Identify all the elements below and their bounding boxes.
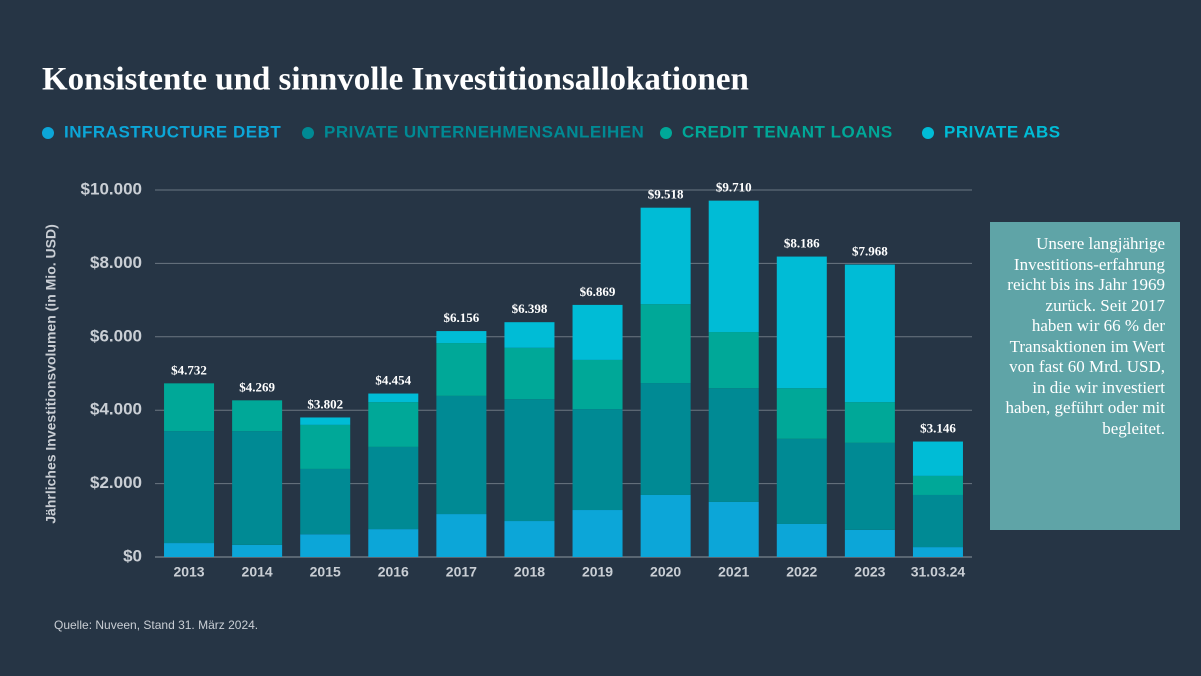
legend-label: PRIVATE ABS: [944, 122, 1061, 141]
bar-segment: [912, 547, 963, 557]
total-label: $3.802: [307, 396, 343, 411]
total-label: $3.146: [920, 421, 956, 436]
bar-segment: [640, 383, 691, 495]
x-tick-label: 2014: [242, 564, 273, 580]
legend-label: PRIVATE UNTERNEHMENSANLEIHEN: [324, 122, 644, 141]
x-tick-label: 2016: [378, 564, 409, 580]
bar-segment: [504, 521, 555, 557]
total-label: $8.186: [784, 236, 820, 251]
y-axis-label: Jährliches Investitionsvolumen (in Mio. …: [43, 224, 59, 524]
y-tick-label: $0: [123, 546, 142, 565]
legend-marker: [42, 127, 54, 139]
legend-marker: [922, 127, 934, 139]
bar-segment: [368, 402, 419, 447]
total-label: $4.269: [239, 379, 275, 394]
bar-segment: [708, 200, 759, 333]
source: Quelle: Nuveen, Stand 31. März 2024.: [54, 618, 258, 632]
bar-segment: [504, 322, 555, 348]
bar-segment: [300, 534, 351, 557]
bar-segment: [640, 207, 691, 305]
total-label: $9.710: [716, 180, 752, 195]
bar-segment: [300, 468, 351, 535]
x-tick-label: 2022: [786, 564, 817, 580]
bar-segment: [436, 395, 487, 515]
total-label: $7.968: [852, 244, 888, 259]
total-label: $6.156: [444, 310, 480, 325]
x-tick-label: 2019: [582, 564, 613, 580]
bar-segment: [912, 475, 963, 495]
bar-segment: [436, 331, 487, 344]
bar-segment: [640, 494, 691, 557]
bar-segment: [912, 441, 963, 476]
total-label: $9.518: [648, 187, 684, 202]
bar-segment: [844, 529, 895, 557]
x-tick-label: 2013: [173, 564, 204, 580]
legend-marker: [302, 127, 314, 139]
bar-segment: [232, 400, 283, 432]
legend-marker: [660, 127, 672, 139]
x-tick-label: 2020: [650, 564, 681, 580]
y-tick-label: $8.000: [90, 253, 142, 272]
bar-segment: [436, 343, 487, 396]
total-label: $6.398: [512, 301, 548, 316]
y-tick-label: $10.000: [81, 179, 142, 198]
bar-segment: [300, 424, 351, 469]
bar-segment: [232, 544, 283, 557]
bar-segment: [776, 438, 827, 524]
bar-segment: [912, 494, 963, 548]
bar-segment: [572, 304, 623, 360]
bar-segment: [708, 332, 759, 389]
bar-segment: [504, 399, 555, 522]
x-tick-label: 2015: [310, 564, 341, 580]
total-label: $4.732: [171, 362, 207, 377]
bar-segment: [640, 304, 691, 384]
bar-segment: [300, 417, 351, 425]
y-tick-label: $2.000: [90, 473, 142, 492]
bar-segment: [844, 442, 895, 530]
bar-segment: [436, 514, 487, 557]
chart-title: Konsistente und sinnvolle Investitionsal…: [42, 62, 749, 98]
bar-segment: [572, 359, 623, 410]
x-tick-label: 31.03.24: [911, 564, 966, 580]
legend-label: CREDIT TENANT LOANS: [682, 122, 893, 141]
bar-segment: [844, 402, 895, 443]
bar-segment: [232, 431, 283, 545]
note-box: Unsere langjährige Investitions-erfahrun…: [990, 222, 1180, 530]
bar-segment: [504, 347, 555, 400]
bar-segment: [776, 388, 827, 439]
bar-segment: [164, 383, 215, 432]
bar-segment: [776, 256, 827, 389]
bar-segment: [164, 543, 215, 557]
total-label: $6.869: [580, 284, 616, 299]
legend-label: INFRASTRUCTURE DEBT: [64, 122, 281, 141]
y-tick-label: $6.000: [90, 326, 142, 345]
bar-segment: [368, 446, 419, 530]
bar-segment: [572, 510, 623, 557]
x-tick-label: 2021: [718, 564, 749, 580]
x-tick-label: 2018: [514, 564, 545, 580]
bar-segment: [368, 393, 419, 403]
bar-segment: [708, 388, 759, 502]
bar-segment: [164, 431, 215, 544]
bar-segment: [368, 529, 419, 557]
x-tick-label: 2017: [446, 564, 477, 580]
x-tick-label: 2023: [854, 564, 885, 580]
total-label: $4.454: [375, 373, 411, 388]
bar-segment: [776, 523, 827, 557]
bar-segment: [844, 264, 895, 403]
bar-segment: [572, 409, 623, 511]
y-tick-label: $4.000: [90, 400, 142, 419]
bar-segment: [708, 501, 759, 557]
